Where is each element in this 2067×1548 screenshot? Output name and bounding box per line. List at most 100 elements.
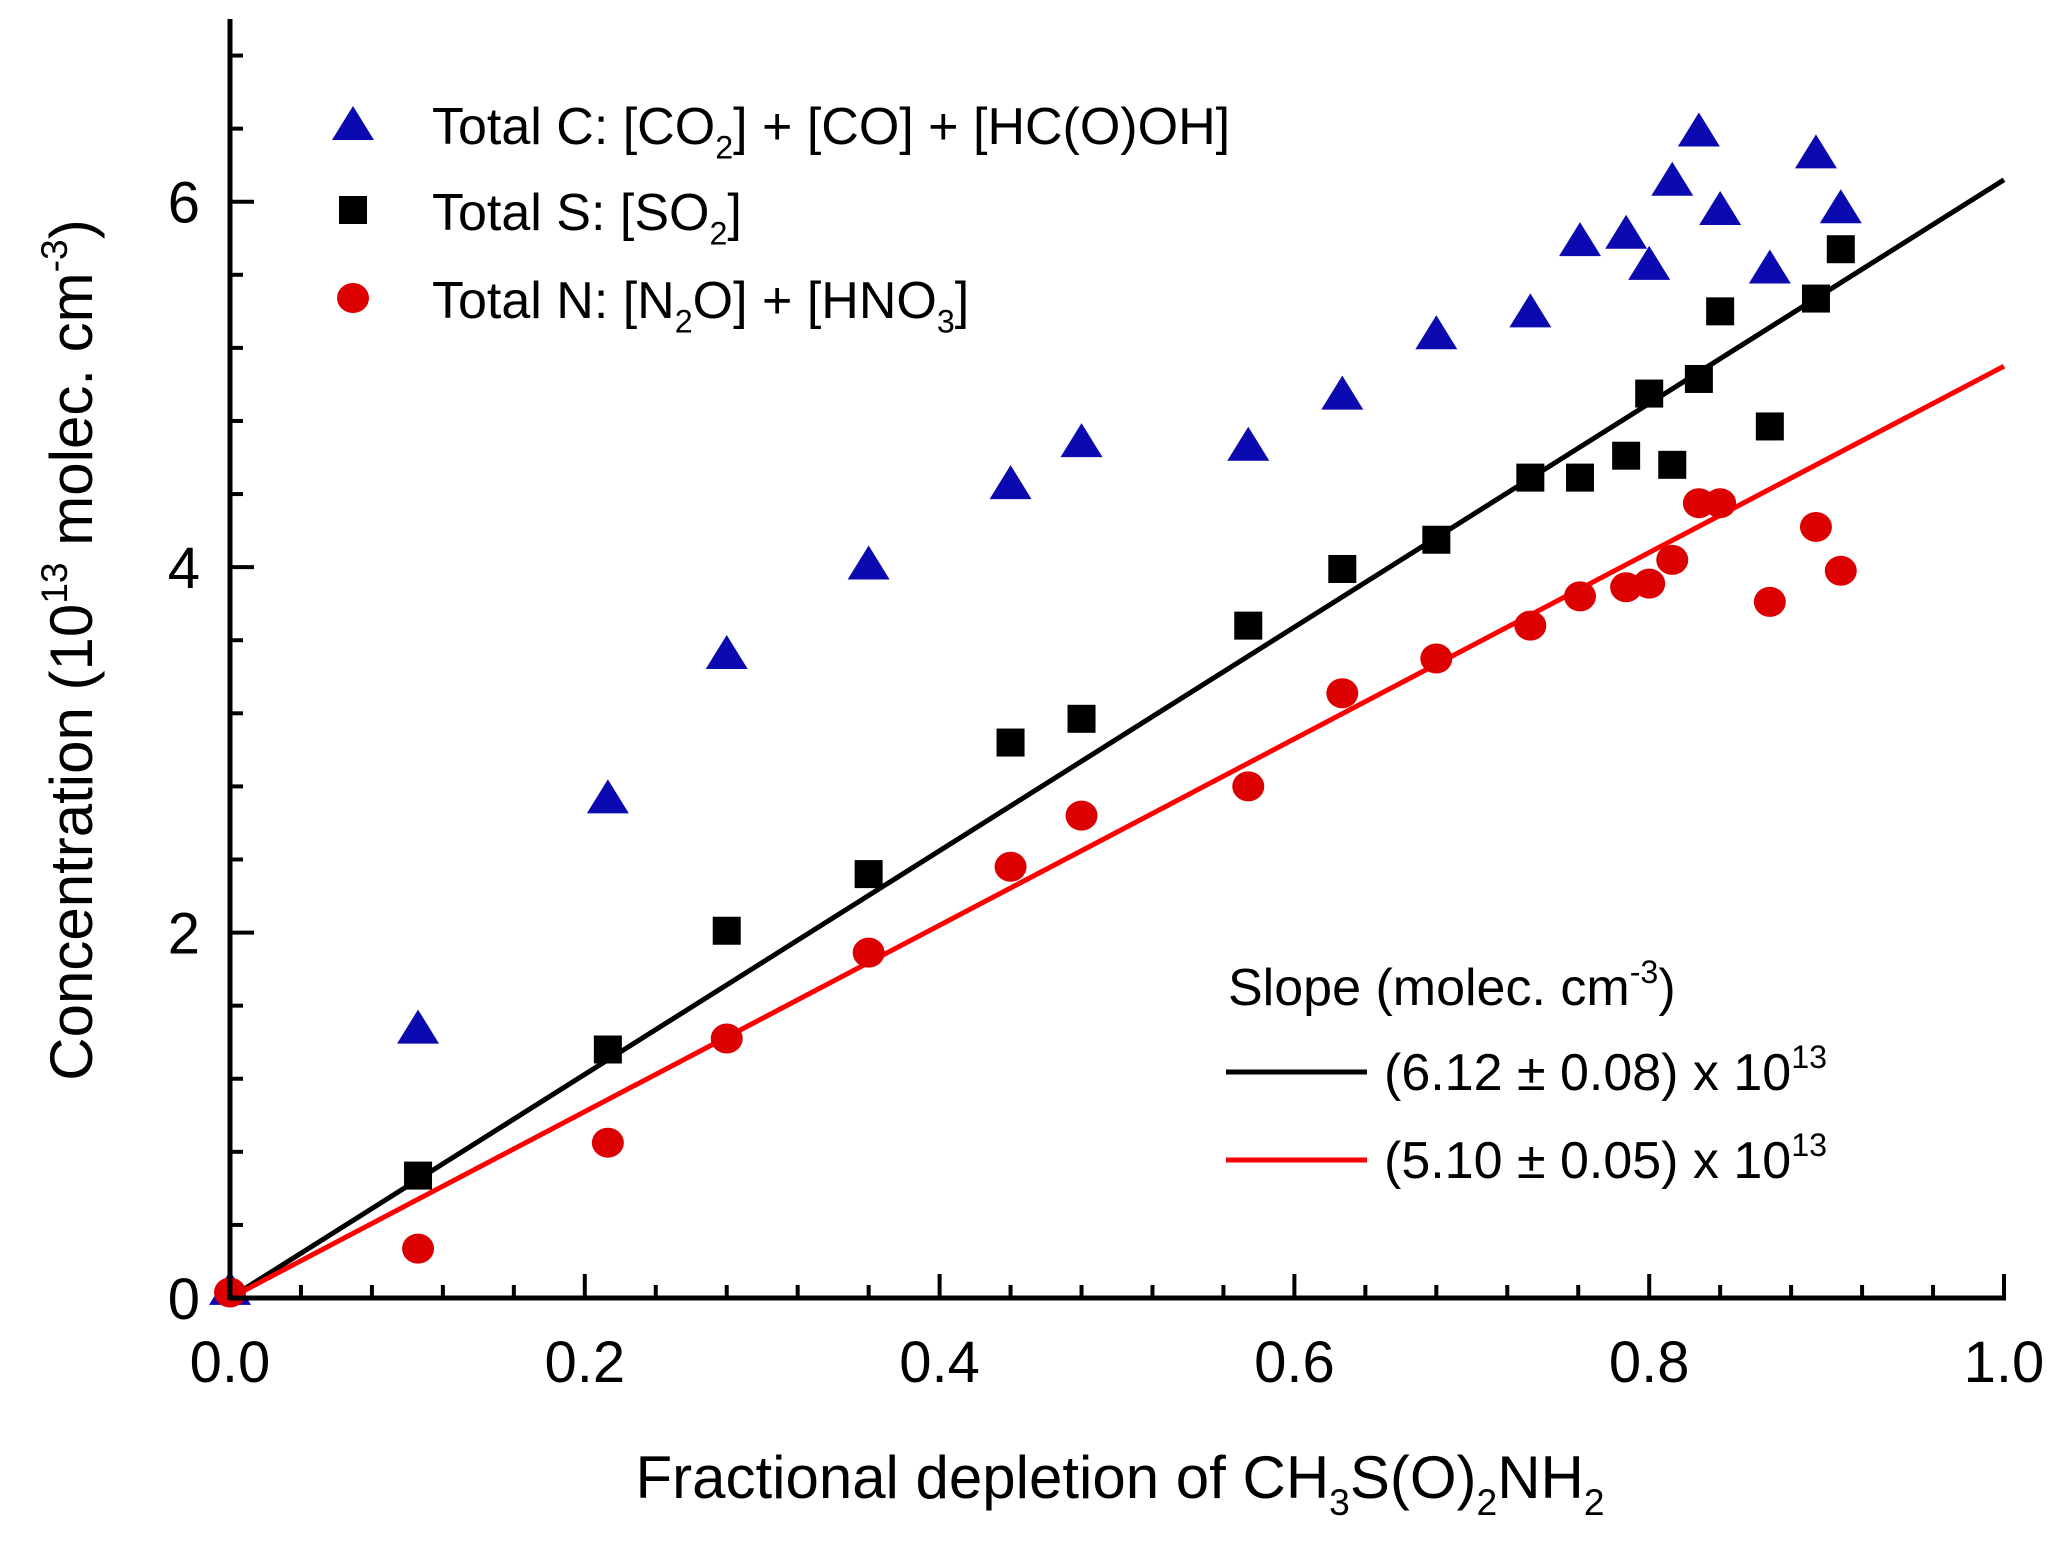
data-point [1658,450,1687,479]
data-point [854,860,883,889]
text-run: (6.12 ± 0.08) x 10 [1384,1044,1791,1102]
data-point [1656,544,1689,575]
legend-marker [337,283,369,313]
data-point [1065,800,1098,831]
data-point [705,635,748,670]
text-run: ) [1658,959,1675,1017]
legend-item-total-s: Total S: [SO2​] [339,184,742,252]
text-run: Slope (molec. cm [1228,959,1630,1017]
x-tick-label: 0.6 [1254,1330,1335,1395]
y-tick-label: 0 [168,1267,200,1332]
data-point [404,1161,433,1190]
subscript: 2 [1584,1481,1605,1523]
data-point [1819,189,1862,224]
series-total-s [404,235,1855,1190]
data-point [1704,488,1737,519]
data-point [847,545,890,580]
data-point [1422,525,1451,554]
text-run: ) [38,219,105,239]
legend-item-total-c: Total C: [CO2​] + [CO] + [HC(O)OH] [332,98,1230,166]
text-run: ] [727,184,741,242]
data-point [586,779,629,814]
data-point [852,937,885,968]
data-point [1684,364,1713,393]
subscript: 2 [709,216,727,252]
legend-label: Total N: [N2​O] + [HNO3​] [432,272,969,340]
data-point [710,1023,743,1054]
data-point [1612,441,1641,470]
legend-item-total-n: Total N: [N2​O] + [HNO3​] [337,272,969,340]
fit-legend-label: (5.10 ± 0.05) x 1013​ [1384,1127,1827,1190]
data-point [593,1035,622,1064]
subscript: 2 [715,130,733,166]
legend-marker [332,106,374,140]
fit-line-total-n-fit [228,363,2006,1301]
data-point [591,1127,624,1158]
superscript: -3 [33,239,75,272]
text-run: Concentration (10 [38,604,105,1081]
data-point [1748,249,1791,284]
text-run: O] + [HNO [693,272,937,330]
text-run: Total C: [CO [432,98,715,156]
fit-legend-label: (6.12 ± 0.08) x 1013​ [1384,1039,1827,1102]
data-point [1420,643,1453,674]
text-run: (5.10 ± 0.05) x 10 [1384,1132,1791,1190]
x-tick-label: 0.0 [190,1330,271,1395]
data-point [1227,426,1270,461]
x-tick-label: 0.4 [899,1330,980,1395]
data-point [1559,222,1602,257]
legend-marker [339,196,367,224]
data-point [1699,191,1742,226]
data-point [1067,704,1096,733]
data-point [1328,554,1357,583]
data-point [994,851,1027,882]
subscript: 3 [937,304,955,340]
x-tick-label: 0.8 [1609,1330,1690,1395]
text-run: Total N: [N [432,272,675,330]
data-point [1060,423,1103,458]
data-point [1509,293,1552,328]
fit-legend: Slope (molec. cm-3​) (6.12 ± 0.08) x 1013… [1226,954,1827,1190]
data-points [209,112,1862,1308]
x-axis-label: Fractional depletion of CH3​S(O)2​NH2​ [635,1444,1604,1523]
y-axis-label: Concentration (1013​ molec. cm-3​) [33,219,105,1080]
y-tick-label: 2 [168,902,200,967]
data-point [1801,284,1830,313]
fit-legend-title: Slope (molec. cm-3​) [1228,954,1676,1017]
data-point [1564,581,1597,612]
data-point [1824,555,1857,586]
data-point [1755,412,1784,441]
text-run: Total S: [SO [432,184,709,242]
fit-line-total-s-fit [228,177,2006,1301]
data-point [1514,610,1547,641]
text-run: molec. cm [38,272,105,562]
y-tick-label: 4 [168,536,200,601]
data-point [1232,771,1265,802]
legend-label: Total C: [CO2​] + [CO] + [HC(O)OH] [432,98,1230,166]
fit-lines [228,177,2006,1301]
data-point [1706,297,1735,326]
data-point [1321,375,1364,410]
data-point [1826,235,1855,264]
data-point [1234,611,1263,640]
data-point [397,1009,440,1044]
fit-legend-item: (5.10 ± 0.05) x 1013​ [1226,1127,1827,1190]
data-point [1566,463,1595,492]
legend: Total C: [CO2​] + [CO] + [HC(O)OH]Total … [332,98,1230,340]
superscript: -3 [1630,954,1659,990]
data-point [1651,161,1694,196]
data-point [1628,245,1671,280]
fit-legend-item: (6.12 ± 0.08) x 1013​ [1226,1039,1827,1102]
text-run: S(O) [1350,1444,1477,1511]
data-point [989,465,1032,500]
legend-label: Total S: [SO2​] [432,184,742,252]
data-point [1635,379,1664,408]
data-point [1753,586,1786,617]
series-total-c [209,112,1862,1305]
text-run: NH [1497,1444,1584,1511]
y-tick-label: 6 [168,171,200,236]
series-total-n [214,488,1857,1308]
axes: 0.0 0.2 0.4 0.6 0.8 1.0 0 2 4 6 Fractional depleti… [33,19,2044,1523]
data-point [1799,511,1832,542]
